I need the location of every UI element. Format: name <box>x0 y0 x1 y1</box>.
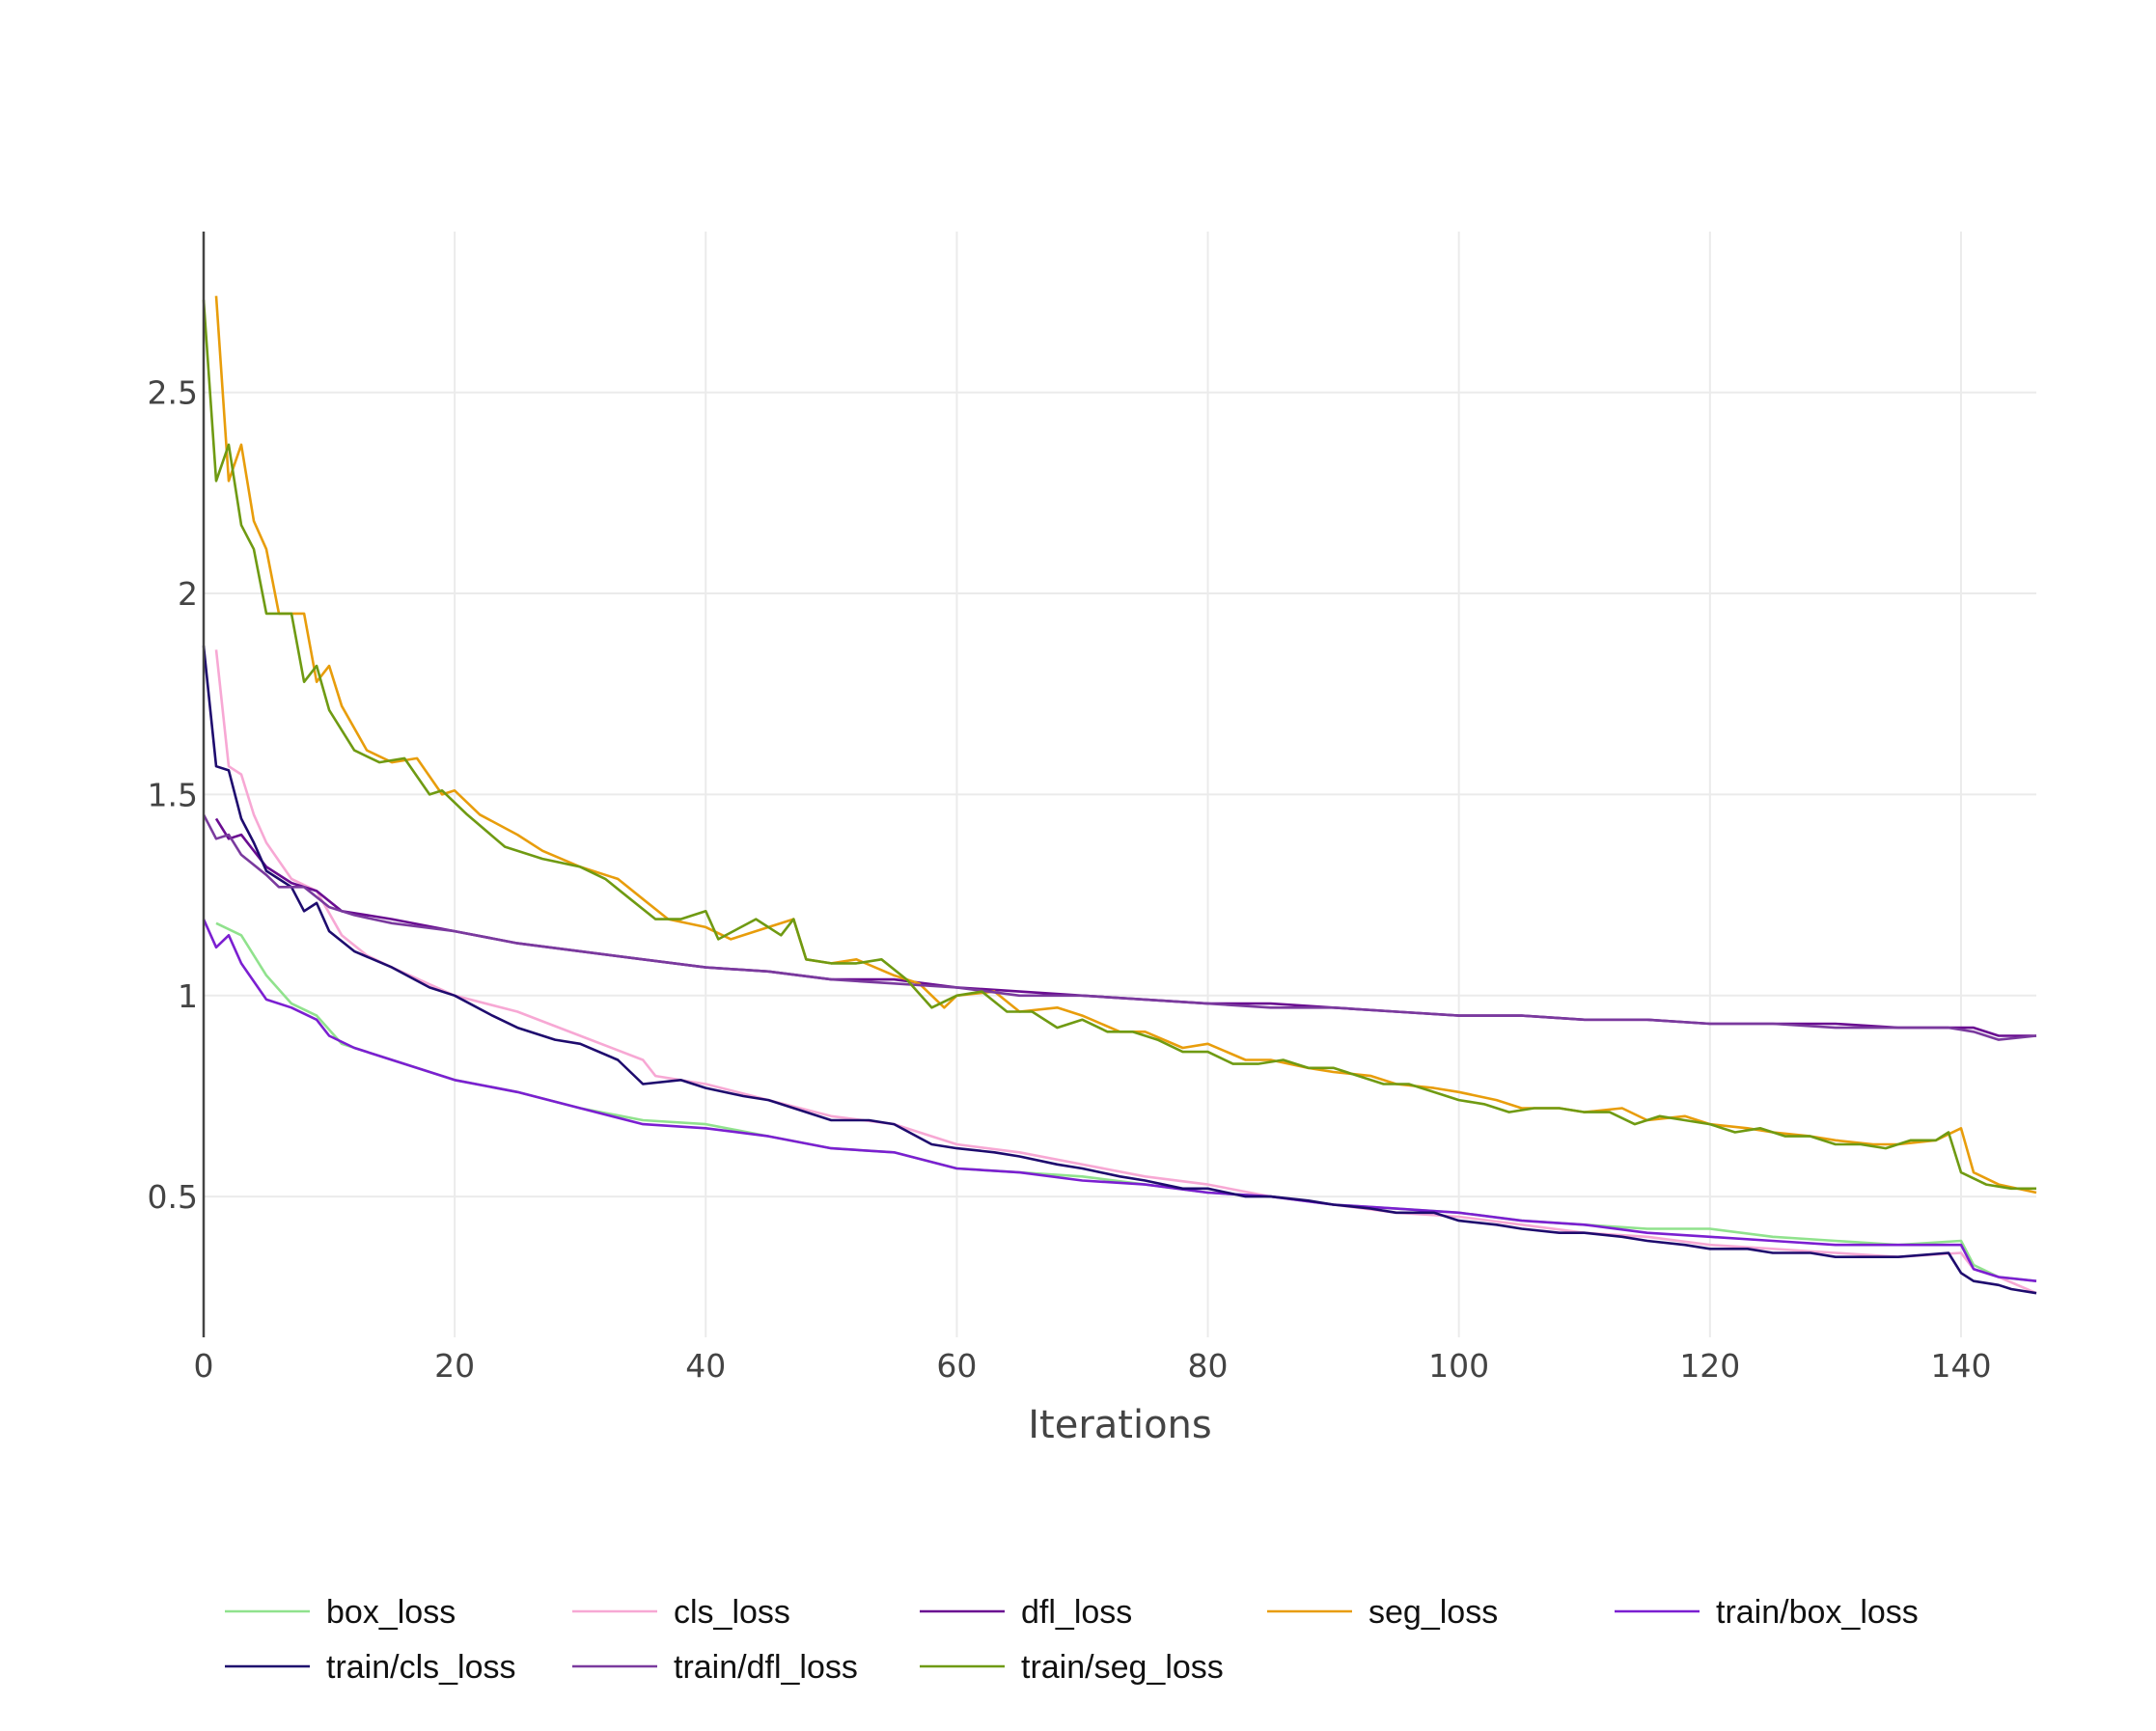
y-tick-label: 1 <box>178 977 198 1015</box>
legend-label: box_loss <box>326 1594 456 1631</box>
legend-label: cls_loss <box>674 1594 790 1631</box>
series-line-train-dfl-loss <box>202 813 2037 1041</box>
y-tick-label: 2 <box>178 575 198 613</box>
x-tick-label: 20 <box>434 1347 475 1385</box>
legend-label: train/box_loss <box>1716 1594 1919 1631</box>
x-tick-label: 120 <box>1679 1347 1740 1385</box>
series-lines <box>202 295 2037 1295</box>
y-tick-label: 2.5 <box>148 374 198 412</box>
y-tick-label: 0.5 <box>148 1178 198 1216</box>
x-tick-label: 100 <box>1428 1347 1489 1385</box>
series-line-cls-loss <box>214 649 2037 1295</box>
x-axis-title: Iterations <box>1028 1403 1212 1447</box>
x-tick-label: 40 <box>685 1347 726 1385</box>
legend-label: train/seg_loss <box>1021 1649 1224 1686</box>
series-line-train-cls-loss <box>202 646 2037 1295</box>
series-line-train-box-loss <box>202 919 2037 1282</box>
legend-label: dfl_loss <box>1021 1594 1132 1631</box>
x-axis-ticks: 0 20 40 60 80 100 120 140 <box>194 1347 1992 1385</box>
x-tick-label: 60 <box>936 1347 977 1385</box>
legend-label: train/dfl_loss <box>674 1649 858 1686</box>
y-axis-ticks: 0.5 1 1.5 2 2.5 <box>148 374 198 1216</box>
x-tick-label: 80 <box>1188 1347 1229 1385</box>
legend-label: train/cls_loss <box>326 1649 516 1686</box>
legend: box_loss cls_loss dfl_loss seg_loss train/bo… <box>225 1594 1919 1686</box>
y-tick-label: 1.5 <box>148 776 198 813</box>
x-tick-label: 0 <box>194 1347 214 1385</box>
series-line-train-seg-loss <box>202 299 2036 1191</box>
x-tick-label: 140 <box>1930 1347 1991 1385</box>
legend-label: seg_loss <box>1368 1594 1498 1631</box>
grid-lines <box>204 232 2036 1337</box>
